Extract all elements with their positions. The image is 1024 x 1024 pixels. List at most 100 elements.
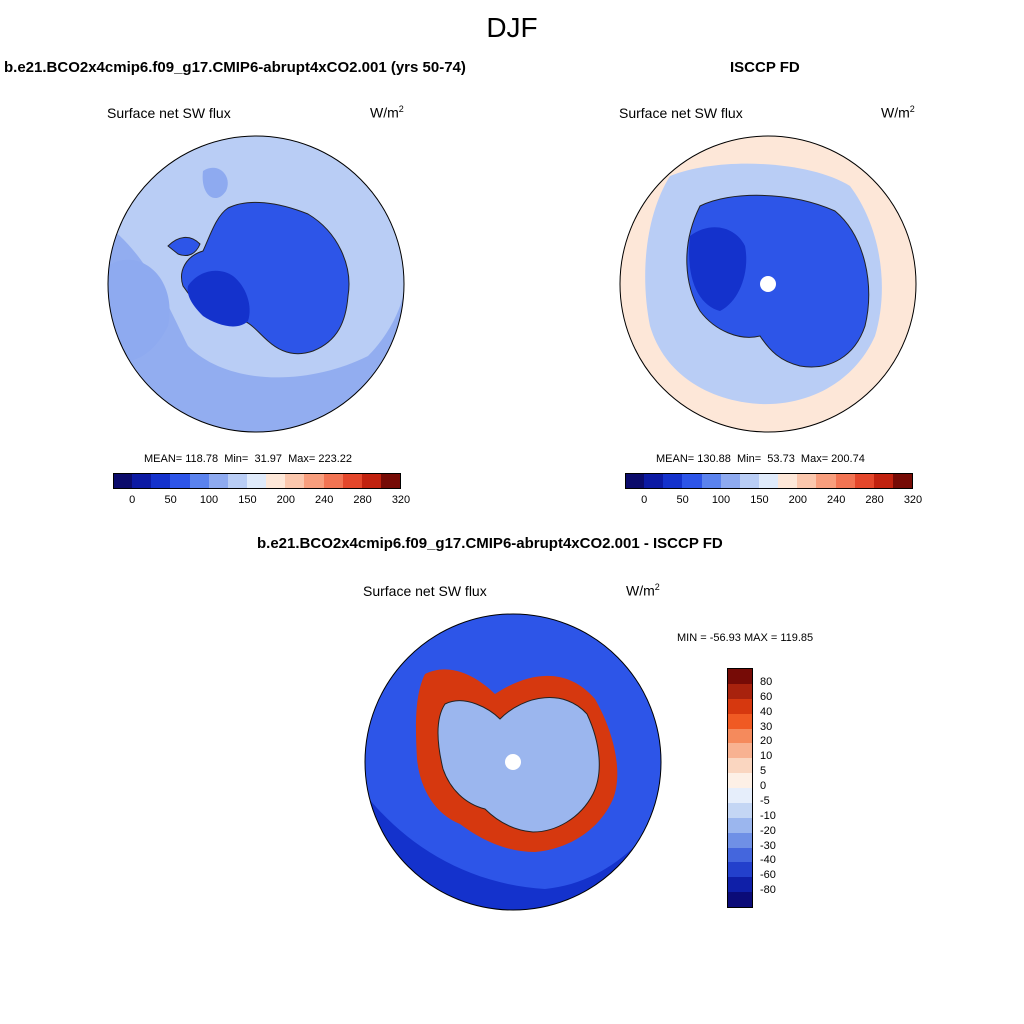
right-colorbar-ticks: 0 50 100 150 200 240 280 320 <box>625 494 922 508</box>
diff-colorbar-cell <box>728 728 752 744</box>
left-ocean-patch <box>108 259 170 362</box>
diff-unit-sup: 2 <box>654 582 660 592</box>
left-colorbar-cell <box>304 474 324 488</box>
diff-pole-hole <box>505 754 521 770</box>
left-unit-sup: 2 <box>398 104 404 114</box>
left-colorbar-cell <box>170 474 190 488</box>
left-colorbar-tick-label: 240 <box>315 494 334 506</box>
diff-colorbar-tick-label: 60 <box>760 690 773 703</box>
diff-colorbar-cell <box>728 892 752 907</box>
figure-title: DJF <box>486 12 538 43</box>
diff-unit-base: W/m <box>626 582 655 599</box>
right-colorbar-tick-label: 240 <box>827 494 846 506</box>
left-colorbar-cell <box>114 474 133 488</box>
left-colorbar-cell <box>285 474 305 488</box>
diff-colorbar <box>727 668 753 908</box>
right-colorbar-cell <box>682 474 702 488</box>
left-colorbar-cell <box>342 474 362 488</box>
right-colorbar-tick-label: 150 <box>750 494 769 506</box>
left-colorbar-cell <box>189 474 209 488</box>
diff-colorbar-tick-label: -40 <box>760 854 776 867</box>
left-colorbar-cell <box>323 474 343 488</box>
diff-colorbar-tick-label: 80 <box>760 675 773 688</box>
diff-colorbar-cell <box>728 698 752 714</box>
right-variable-label: Surface net SW flux <box>619 105 743 121</box>
left-ocean-band <box>108 226 404 432</box>
diff-stats: MIN = -56.93 MAX = 119.85 <box>677 632 814 644</box>
diff-colorbar-tick-label: -5 <box>760 794 770 807</box>
diff-colorbar-cell <box>728 832 752 848</box>
right-colorbar-cell <box>835 474 855 488</box>
diff-ocean-dark <box>365 794 661 910</box>
right-colorbar-cell <box>854 474 874 488</box>
diff-colorbar-cell <box>728 817 752 833</box>
diff-colorbar-tick-label: -20 <box>760 824 776 837</box>
right-colorbar-cell <box>797 474 817 488</box>
left-unit-base: W/m <box>370 104 399 121</box>
left-colorbar-tick-label: 0 <box>129 494 136 506</box>
right-colorbar-cell <box>873 474 893 488</box>
right-colorbar-tick-label: 50 <box>676 494 689 506</box>
right-stats: MEAN= 130.88 Min= 53.73 Max= 200.74 <box>656 453 865 465</box>
right-colorbar-tick-label: 280 <box>865 494 884 506</box>
right-antarctica-interior <box>689 227 747 311</box>
diff-colorbar-tick-label: 30 <box>760 720 773 733</box>
left-variable-label: Surface net SW flux <box>107 105 231 121</box>
right-colorbar-cell <box>816 474 836 488</box>
diff-unit-label: W/m2 <box>626 582 660 599</box>
left-ocean-patch-2 <box>202 167 228 199</box>
right-unit-label: W/m2 <box>881 104 915 121</box>
right-colorbar-tick-label: 200 <box>788 494 807 506</box>
diff-variable-label: Surface net SW flux <box>363 583 487 599</box>
left-unit-label: W/m2 <box>370 104 404 121</box>
diff-colorbar-tick-label: 0 <box>760 780 767 792</box>
diff-colorbar-tick-label: -10 <box>760 809 776 822</box>
diff-colorbar-cell <box>728 758 752 774</box>
diff-colorbar-tick-label: -80 <box>760 884 776 897</box>
left-colorbar-tick-label: 200 <box>276 494 295 506</box>
right-colorbar-cell <box>626 474 645 488</box>
diff-colorbar-cell <box>728 743 752 759</box>
left-map-outline <box>107 135 405 433</box>
diff-polar-map <box>364 613 662 911</box>
left-colorbar-tick-label: 320 <box>391 494 411 506</box>
diff-colorbar-tick-label: 5 <box>760 765 767 778</box>
diff-colorbar-ticks: 80 60 40 30 20 10 5 0 -5 -10 -20 -30 -40 -60 -80 <box>760 668 800 906</box>
right-colorbar-cell <box>892 474 913 488</box>
left-colorbar-cell <box>380 474 401 488</box>
left-panel-title: b.e21.BCO2x4cmip6.f09_g17.CMIP6-abrupt4x… <box>4 59 466 76</box>
diff-colorbar-cell <box>728 847 752 863</box>
left-colorbar-tick-label: 280 <box>353 494 372 506</box>
left-colorbar-ticks: 0 50 100 150 200 240 280 320 <box>113 494 410 508</box>
right-colorbar <box>625 473 913 489</box>
diff-colorbar-cell <box>728 683 752 699</box>
right-polar-map <box>619 135 917 433</box>
left-colorbar-cell <box>361 474 381 488</box>
right-colorbar-cell <box>644 474 664 488</box>
left-colorbar-tick-label: 50 <box>164 494 177 506</box>
left-colorbar-cell <box>208 474 228 488</box>
diff-colorbar-cell <box>728 802 752 818</box>
right-colorbar-cell <box>663 474 683 488</box>
left-colorbar-tick-label: 100 <box>199 494 219 506</box>
diff-colorbar-cell <box>728 713 752 729</box>
right-colorbar-cell <box>701 474 721 488</box>
diff-colorbar-cell <box>728 773 752 788</box>
right-colorbar-cell <box>739 474 759 488</box>
right-colorbar-cell <box>758 474 779 488</box>
left-polar-map <box>107 135 405 433</box>
right-colorbar-tick-label: 0 <box>641 494 648 506</box>
left-colorbar-tick-label: 150 <box>238 494 257 506</box>
right-colorbar-tick-label: 320 <box>903 494 923 506</box>
diff-colorbar-tick-label: -60 <box>760 869 776 882</box>
left-stats: MEAN= 118.78 Min= 31.97 Max= 223.22 <box>144 453 353 465</box>
diff-colorbar-cell <box>728 862 752 878</box>
diff-panel-title: b.e21.BCO2x4cmip6.f09_g17.CMIP6-abrupt4x… <box>257 535 723 552</box>
diff-colorbar-tick-label: 20 <box>760 735 773 748</box>
left-colorbar-cell <box>227 474 247 488</box>
right-colorbar-tick-label: 100 <box>711 494 731 506</box>
diff-colorbar-cell <box>728 788 752 803</box>
diff-colorbar-cell <box>728 877 752 893</box>
left-colorbar <box>113 473 401 489</box>
right-colorbar-cell <box>720 474 740 488</box>
